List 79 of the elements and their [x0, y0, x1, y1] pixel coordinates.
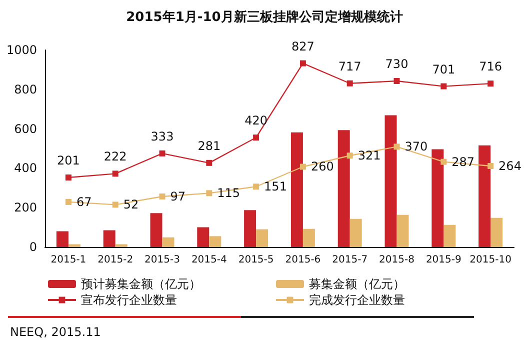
data-label: 52 — [123, 198, 139, 212]
x-tick-label: 2015-8 — [379, 254, 414, 266]
x-tick-label: 2015-1 — [50, 254, 86, 266]
data-label: 151 — [264, 180, 287, 194]
point — [488, 163, 494, 170]
data-label: 281 — [198, 138, 221, 153]
point — [253, 134, 260, 141]
bar — [56, 231, 68, 247]
legend-label: 预计募集金额（亿元） — [81, 277, 201, 291]
data-label: 717 — [338, 59, 362, 74]
bar — [197, 227, 210, 247]
data-label: 827 — [291, 39, 314, 54]
data-label: 222 — [104, 150, 127, 164]
bar — [444, 224, 456, 247]
point — [159, 193, 166, 200]
x-tick-label: 2015-10 — [470, 254, 512, 266]
bar — [338, 130, 350, 247]
point — [206, 190, 212, 196]
y-tick-label: 800 — [14, 82, 37, 96]
point — [346, 152, 353, 159]
data-label: 264 — [498, 159, 522, 174]
bar — [103, 230, 116, 247]
data-label: 321 — [358, 148, 381, 163]
data-label: 420 — [244, 114, 268, 128]
bar — [115, 244, 128, 247]
bar — [68, 244, 80, 247]
data-label: 716 — [479, 60, 502, 74]
legend-label: 宣布发行企业数量 — [81, 293, 177, 307]
legend-label: 募集金额（亿元） — [309, 277, 405, 291]
y-tick-label: 600 — [14, 122, 37, 136]
bar — [244, 210, 256, 247]
data-label: 333 — [150, 129, 174, 144]
data-label: 370 — [404, 140, 428, 154]
point — [112, 170, 118, 177]
point — [300, 60, 306, 66]
point — [440, 83, 447, 90]
point — [159, 150, 166, 156]
bar — [290, 132, 303, 247]
y-tick-label: 1000 — [6, 43, 37, 57]
text: NEEQ, 2015.11 — [10, 325, 101, 339]
bar — [396, 214, 409, 247]
x-tick-label: 2015-7 — [332, 254, 368, 266]
bar — [302, 228, 315, 247]
point — [440, 158, 447, 165]
chart-title: 2015年1月-10月新三板挂牌公司定增规模统计 — [126, 9, 403, 25]
bar — [209, 236, 222, 247]
point — [65, 198, 72, 205]
x-tick-label: 2015-5 — [238, 254, 274, 266]
bar — [478, 145, 491, 247]
point — [300, 164, 306, 170]
point — [253, 184, 260, 190]
bar — [432, 149, 444, 247]
y-tick-label: 200 — [14, 200, 37, 215]
y-tick-label: 0 — [29, 240, 37, 254]
point — [488, 80, 494, 87]
x-tick-label: 2015-3 — [144, 254, 180, 266]
point — [346, 80, 353, 86]
bar — [350, 218, 362, 247]
bar — [256, 229, 268, 247]
bar — [150, 213, 162, 247]
bar — [490, 218, 503, 247]
point — [65, 174, 72, 181]
x-tick-label: 2015-4 — [191, 254, 227, 266]
y-tick-label: 400 — [14, 161, 37, 176]
point — [394, 78, 400, 84]
data-label: 201 — [56, 154, 80, 168]
x-tick-label: 2015-6 — [285, 254, 321, 266]
bar — [162, 237, 174, 247]
x-tick-label: 2015-9 — [426, 254, 462, 266]
data-label: 115 — [217, 186, 240, 200]
data-label: 730 — [385, 57, 408, 72]
bar — [384, 115, 397, 247]
x-tick-label: 2015-2 — [98, 254, 134, 266]
legend-label: 完成发行企业数量 — [309, 293, 405, 307]
data-label: 260 — [310, 160, 334, 174]
point — [112, 202, 118, 208]
point — [206, 160, 212, 166]
point — [394, 144, 400, 150]
data-label: 701 — [432, 62, 456, 76]
